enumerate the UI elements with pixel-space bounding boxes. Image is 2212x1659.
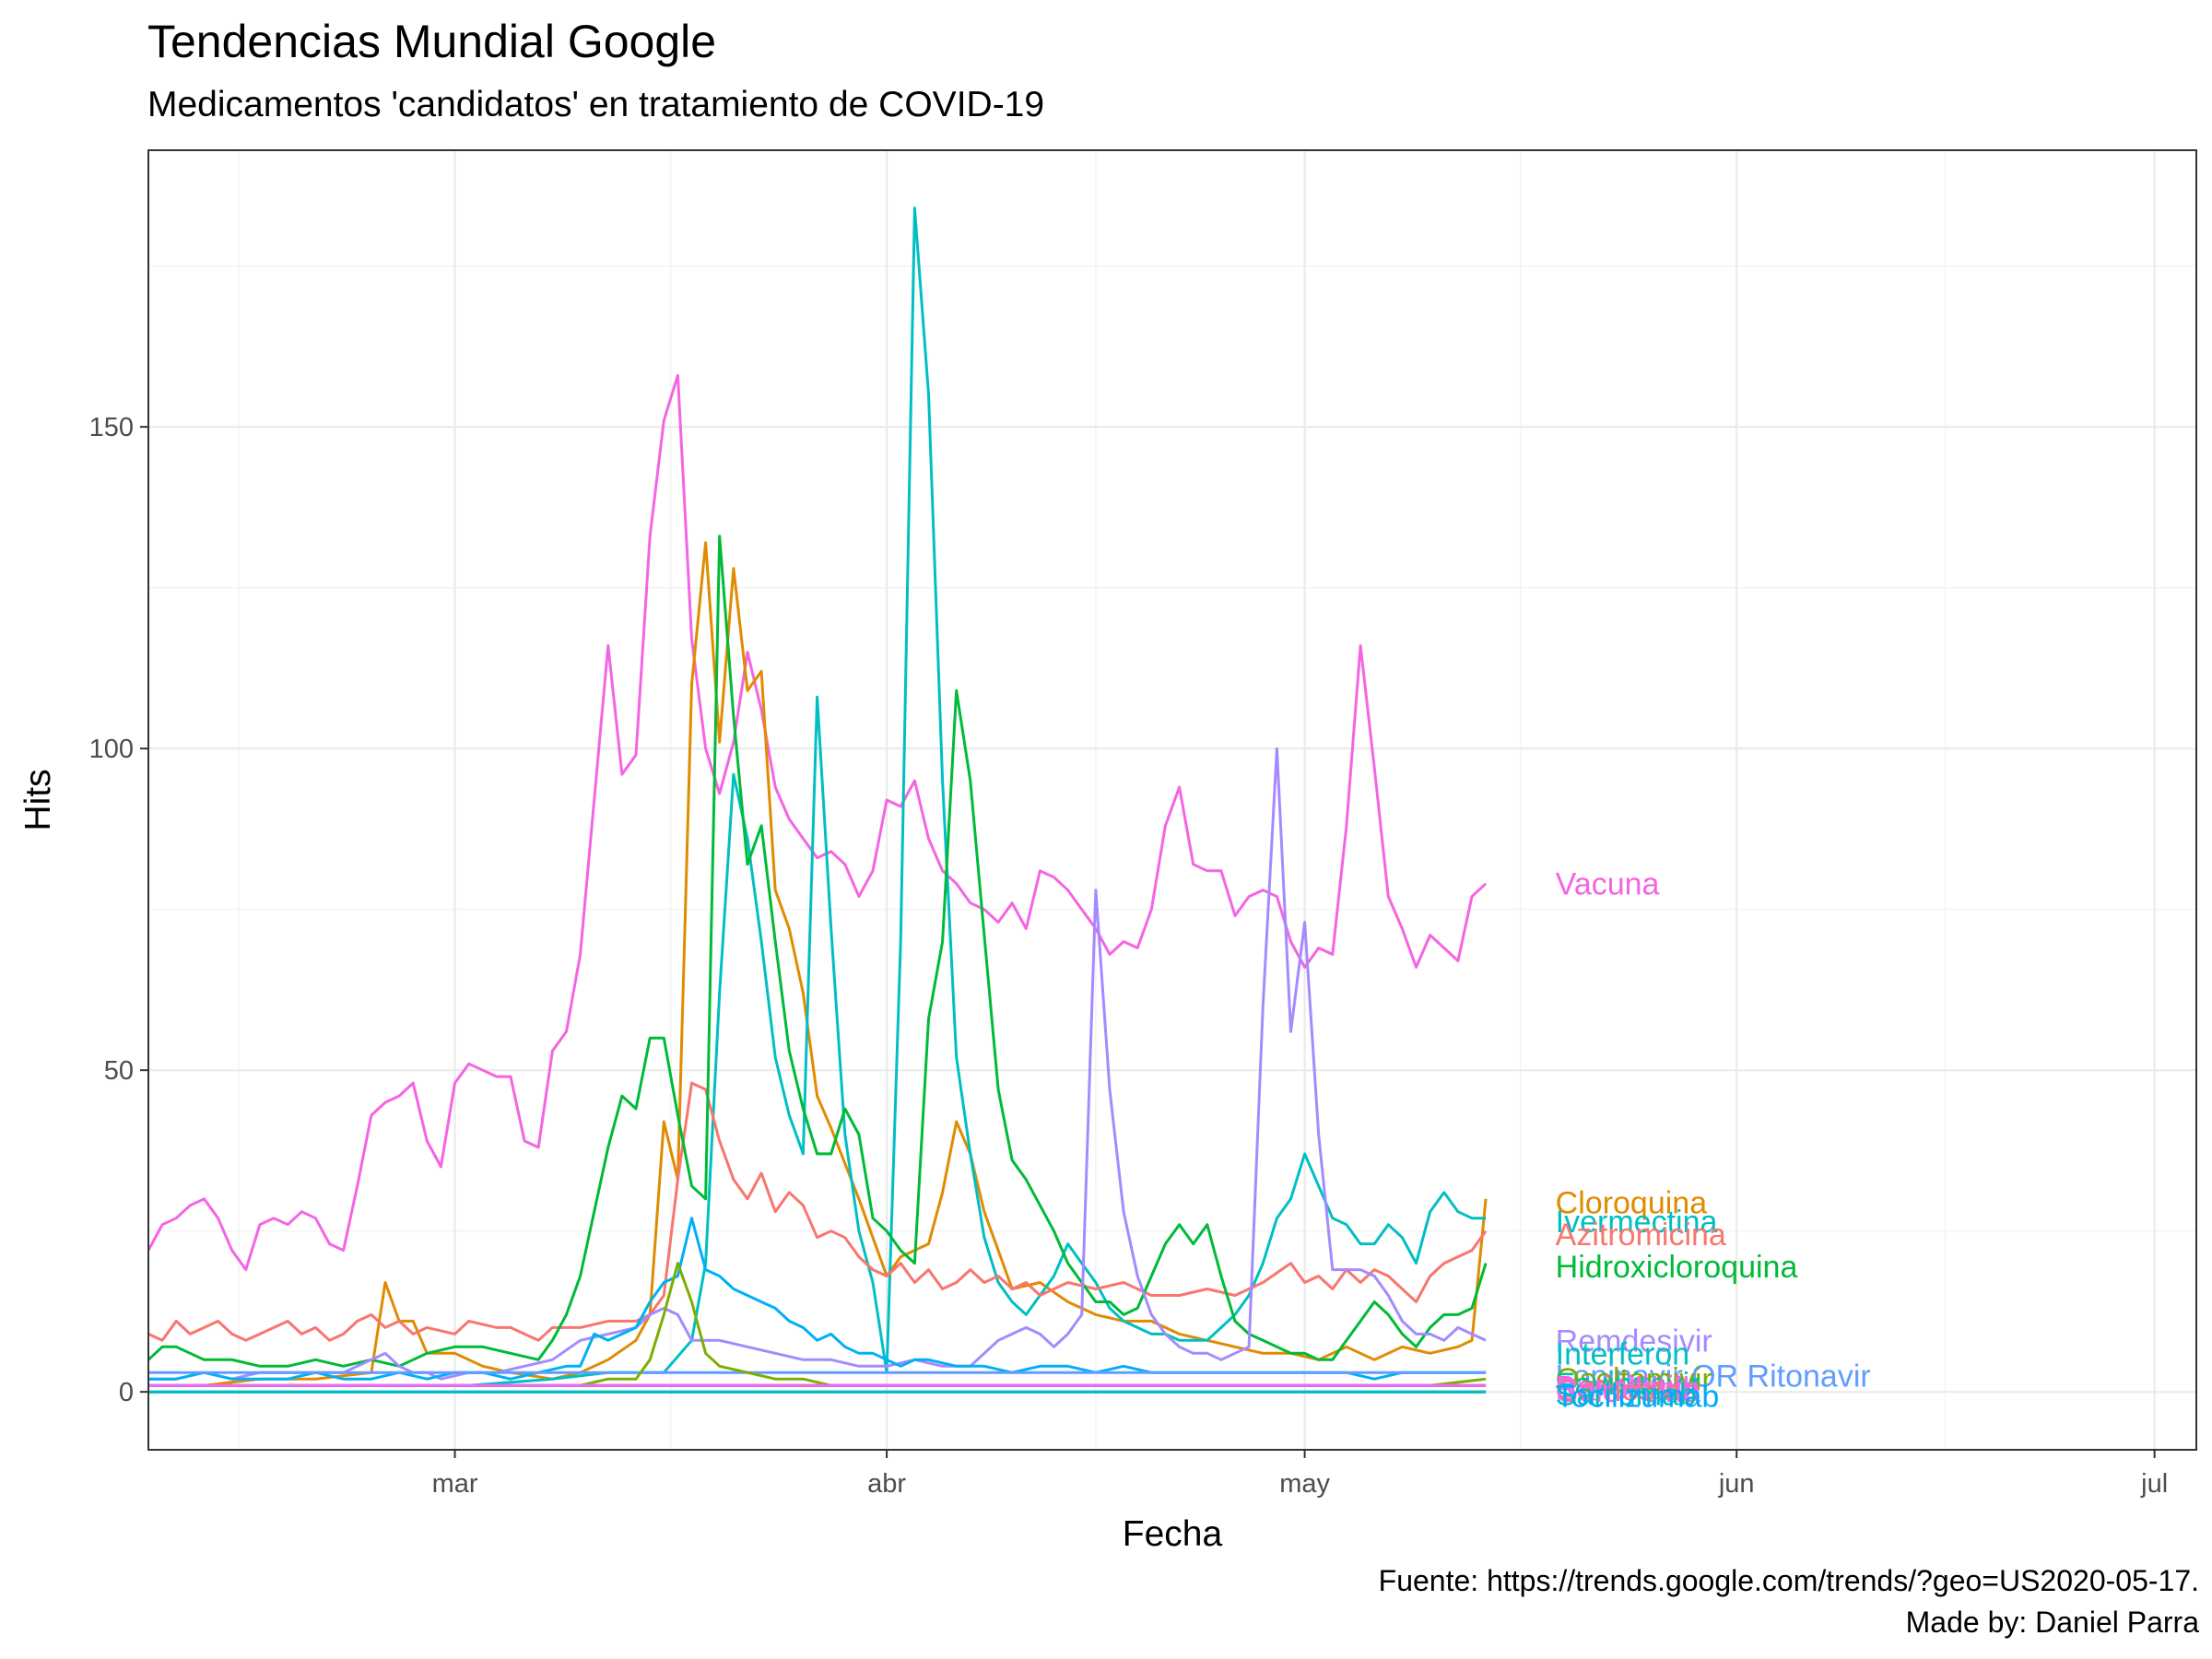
end-label-vacuna: Vacuna bbox=[1556, 867, 1660, 902]
y-tick-label: 50 bbox=[104, 1056, 134, 1086]
series-layer bbox=[147, 206, 1488, 1394]
chart-title: Tendencias Mundial Google bbox=[147, 16, 717, 67]
series-line-remdesivir bbox=[148, 747, 1487, 1381]
end-label-colchicina: Colchicina bbox=[1556, 1374, 1700, 1409]
author-caption: Made by: Daniel Parra bbox=[1905, 1606, 2199, 1639]
y-tick-label: 150 bbox=[89, 413, 134, 442]
end-labels: Vacuna CloroquinaIvermectinaAzitromicinaH… bbox=[1556, 867, 1871, 1415]
series-line-interferon bbox=[148, 1217, 1487, 1381]
end-label-camostat: Camostat bbox=[1556, 1372, 1690, 1407]
x-tick-label: abr bbox=[867, 1469, 906, 1499]
series-line-oseltamivir bbox=[148, 1262, 1487, 1387]
end-label-hidroxicloroquina: Hidroxicloroquina bbox=[1556, 1250, 1798, 1285]
end-label-oseltamivir: Oseltamivir bbox=[1556, 1362, 1712, 1397]
x-tick-label: jun bbox=[1718, 1469, 1755, 1499]
end-label-favipiravir: Favipiravir bbox=[1556, 1367, 1700, 1402]
grid-layer bbox=[148, 150, 2196, 1450]
series-line-cloroquina bbox=[148, 541, 1488, 1387]
series-line-ivermectina bbox=[148, 206, 1487, 1387]
axis-layer: 0 50 100 150 mar abr may jun jul bbox=[89, 413, 2169, 1499]
end-label-ivermectina: Ivermectina bbox=[1556, 1205, 1718, 1240]
series-line-azitromicina bbox=[147, 1081, 1488, 1342]
y-tick-label: 0 bbox=[119, 1378, 134, 1407]
end-label-azitromicina: Azitromicina bbox=[1556, 1218, 1726, 1253]
x-tick-label: mar bbox=[432, 1469, 478, 1499]
source-caption: Fuente: https://trends.google.com/trends… bbox=[1378, 1564, 2199, 1597]
series-line-hidroxicloroquina bbox=[147, 535, 1488, 1368]
end-label-cloroquina: Cloroquina bbox=[1556, 1185, 1708, 1220]
end-label-lopinavir-or-ritonavir: Lopinavir OR Ritonavir bbox=[1556, 1359, 1871, 1394]
end-label-interferon: Interferon bbox=[1556, 1336, 1690, 1371]
y-tick-label: 100 bbox=[89, 735, 134, 764]
end-label-baricitinib: Baricitinib bbox=[1556, 1371, 1691, 1406]
end-label-remdesivir: Remdesivir bbox=[1556, 1324, 1712, 1359]
x-tick-label: jul bbox=[2140, 1469, 2168, 1499]
end-label-tocilizumab: Tocilizumab bbox=[1556, 1379, 1720, 1414]
x-axis-title: Fecha bbox=[1123, 1514, 1223, 1554]
x-tick-label: may bbox=[1279, 1469, 1330, 1499]
chart-subtitle: Medicamentos 'candidatos' en tratamiento… bbox=[147, 85, 1045, 124]
end-label-ruxolitinib: Ruxolitinib bbox=[1556, 1371, 1700, 1406]
end-label-sarilumab: Sarilumab bbox=[1556, 1377, 1697, 1412]
y-axis-title: Hits bbox=[18, 769, 58, 830]
panel-border bbox=[147, 149, 2197, 1451]
series-line-vacuna bbox=[147, 373, 1488, 1272]
